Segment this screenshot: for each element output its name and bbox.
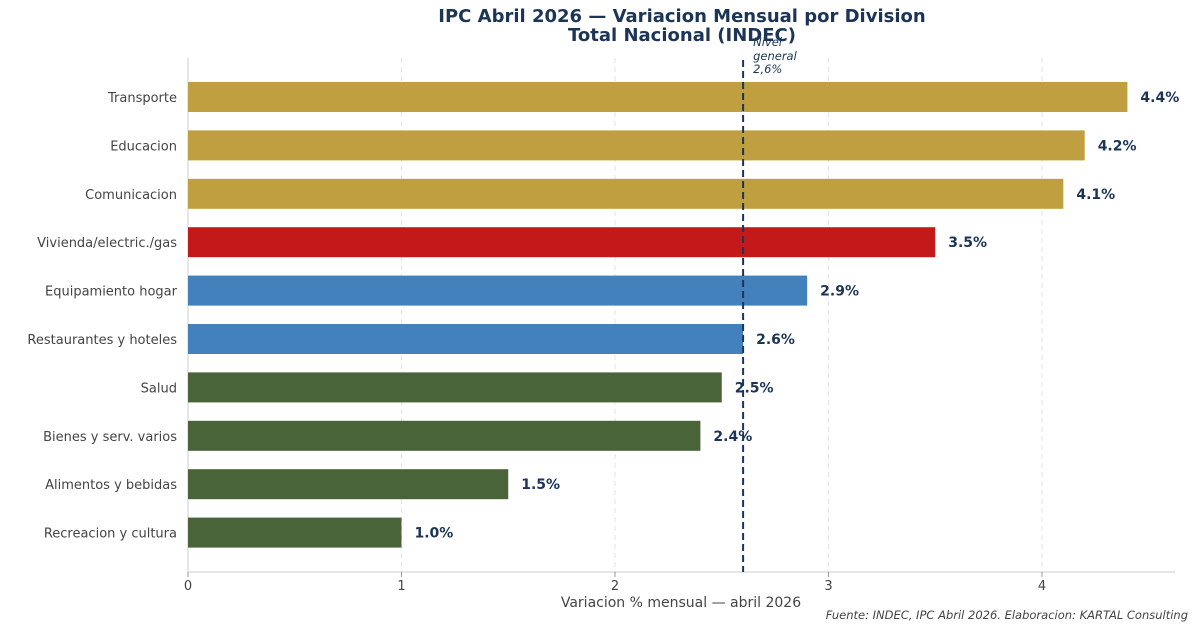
- category-label-7: Bienes y serv. varios: [43, 430, 177, 445]
- category-label-5: Restaurantes y hoteles: [27, 333, 177, 348]
- bar-6: [188, 372, 722, 403]
- x-tick-label-2: 2: [611, 579, 619, 594]
- category-label-0: Transporte: [107, 91, 177, 106]
- category-label-9: Recreacion y cultura: [44, 527, 177, 542]
- value-label-2: 4.1%: [1076, 187, 1115, 203]
- value-label-3: 3.5%: [948, 235, 987, 251]
- x-tick-labels: 0 1 2 3 4: [184, 572, 1046, 594]
- value-label-6: 2.5%: [735, 380, 774, 396]
- bar-0: [188, 82, 1128, 112]
- value-label-9: 1.0%: [415, 526, 454, 542]
- value-label-1: 4.2%: [1098, 138, 1137, 154]
- reference-note-line-1: Nivel: [753, 35, 783, 49]
- category-label-4: Equipamiento hogar: [45, 285, 178, 300]
- source-note: Fuente: INDEC, IPC Abril 2026. Elaboraci…: [826, 608, 1188, 622]
- value-label-7: 2.4%: [713, 429, 752, 445]
- reference-note-line-2: general: [753, 49, 798, 63]
- bar-9: [188, 517, 402, 548]
- chart-title-line-1: IPC Abril 2026 — Variacion Mensual por D…: [438, 6, 925, 27]
- reference-note-line-3: 2,6%: [753, 62, 782, 76]
- category-label-8: Alimentos y bebidas: [45, 478, 177, 493]
- value-label-8: 1.5%: [521, 477, 560, 493]
- bars: [188, 82, 1128, 548]
- bar-3: [188, 227, 936, 258]
- value-label-5: 2.6%: [756, 332, 795, 348]
- x-tick-label-0: 0: [184, 579, 192, 594]
- value-label-0: 4.4%: [1140, 90, 1179, 106]
- category-label-3: Vivienda/electric./gas: [37, 236, 177, 251]
- value-labels: 4.4% 4.2% 4.1% 3.5% 2.9% 2.6% 2.5% 2.4% 1.5% 1.0%: [415, 90, 1180, 542]
- bar-5: [188, 324, 744, 354]
- x-tick-label-3: 3: [824, 579, 832, 594]
- bar-8: [188, 469, 509, 500]
- x-tick-label-1: 1: [397, 579, 405, 594]
- category-label-6: Salud: [141, 381, 177, 396]
- value-label-4: 2.9%: [820, 284, 859, 300]
- bar-4: [188, 275, 808, 306]
- x-axis-label: Variacion % mensual — abril 2026: [561, 595, 801, 611]
- category-labels: Transporte Educacion Comunicacion Vivienda/…: [27, 91, 177, 542]
- bar-7: [188, 420, 701, 451]
- x-tick-label-4: 4: [1038, 579, 1046, 594]
- chart-title-line-2: Total Nacional (INDEC): [568, 25, 796, 46]
- category-label-1: Educacion: [110, 139, 177, 154]
- bar-2: [188, 178, 1064, 209]
- bar-1: [188, 130, 1085, 161]
- category-label-2: Comunicacion: [85, 188, 177, 203]
